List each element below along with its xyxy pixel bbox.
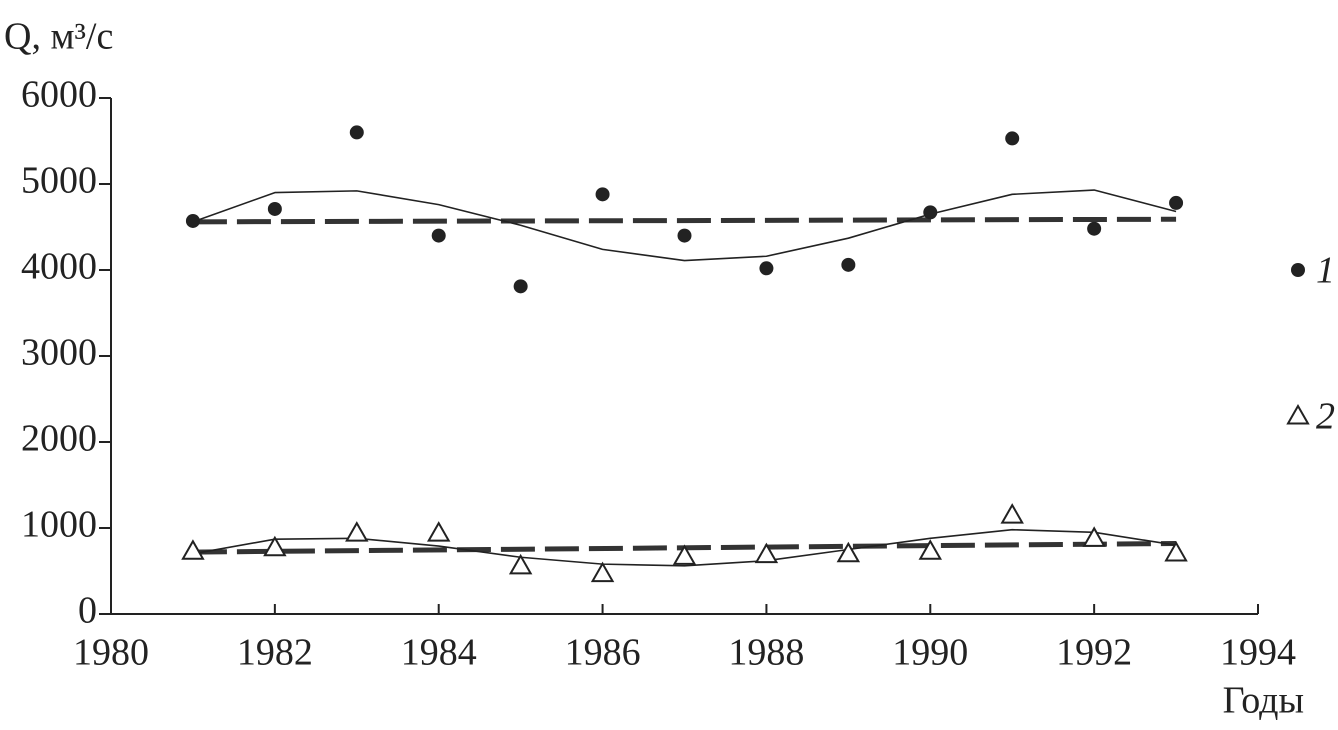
point — [759, 261, 774, 276]
trend-dashed — [192, 216, 1177, 225]
y-axis-title: Q, м³/с — [4, 16, 113, 58]
point — [1087, 221, 1102, 236]
x-tick-label: 1992 — [1056, 632, 1132, 674]
point — [595, 187, 610, 202]
x-tick-label: 1994 — [1220, 632, 1296, 674]
point — [841, 257, 856, 272]
point — [181, 539, 205, 560]
point — [1082, 526, 1106, 547]
x-tick-label: 1990 — [892, 632, 968, 674]
x-tick-label: 1988 — [728, 632, 804, 674]
x-tick-label: 1986 — [565, 632, 641, 674]
legend-label: 1 — [1316, 250, 1335, 292]
x-tick-label: 1980 — [73, 632, 149, 674]
point — [923, 205, 938, 220]
point — [918, 539, 943, 560]
y-tick-label: 6000 — [21, 74, 97, 116]
point — [672, 544, 697, 565]
y-tick-label: 0 — [78, 590, 97, 632]
x-tick-label: 1982 — [237, 632, 313, 674]
y-tick-label: 3000 — [21, 332, 97, 374]
point — [508, 553, 533, 575]
legend-marker — [1291, 263, 1305, 277]
trend-curve — [192, 189, 1177, 262]
point — [1164, 540, 1188, 562]
y-tick-label: 2000 — [21, 418, 97, 460]
legend-marker — [1286, 403, 1310, 425]
point — [754, 542, 779, 564]
point — [426, 521, 451, 542]
point — [267, 201, 282, 216]
point — [1000, 503, 1024, 524]
y-tick-label: 4000 — [21, 246, 97, 288]
point — [590, 561, 615, 583]
point — [677, 228, 692, 243]
point — [345, 521, 369, 542]
legend-label: 2 — [1316, 396, 1335, 438]
point — [1005, 131, 1020, 146]
point — [513, 279, 528, 294]
point — [1169, 195, 1184, 210]
y-tick-label: 1000 — [21, 504, 97, 546]
point — [431, 228, 446, 243]
y-tick-label: 5000 — [21, 160, 97, 202]
x-axis-title: Годы — [1223, 680, 1304, 722]
point — [349, 125, 364, 140]
point — [263, 535, 287, 557]
point — [836, 541, 861, 563]
x-tick-label: 1984 — [401, 632, 477, 674]
point — [185, 213, 200, 228]
